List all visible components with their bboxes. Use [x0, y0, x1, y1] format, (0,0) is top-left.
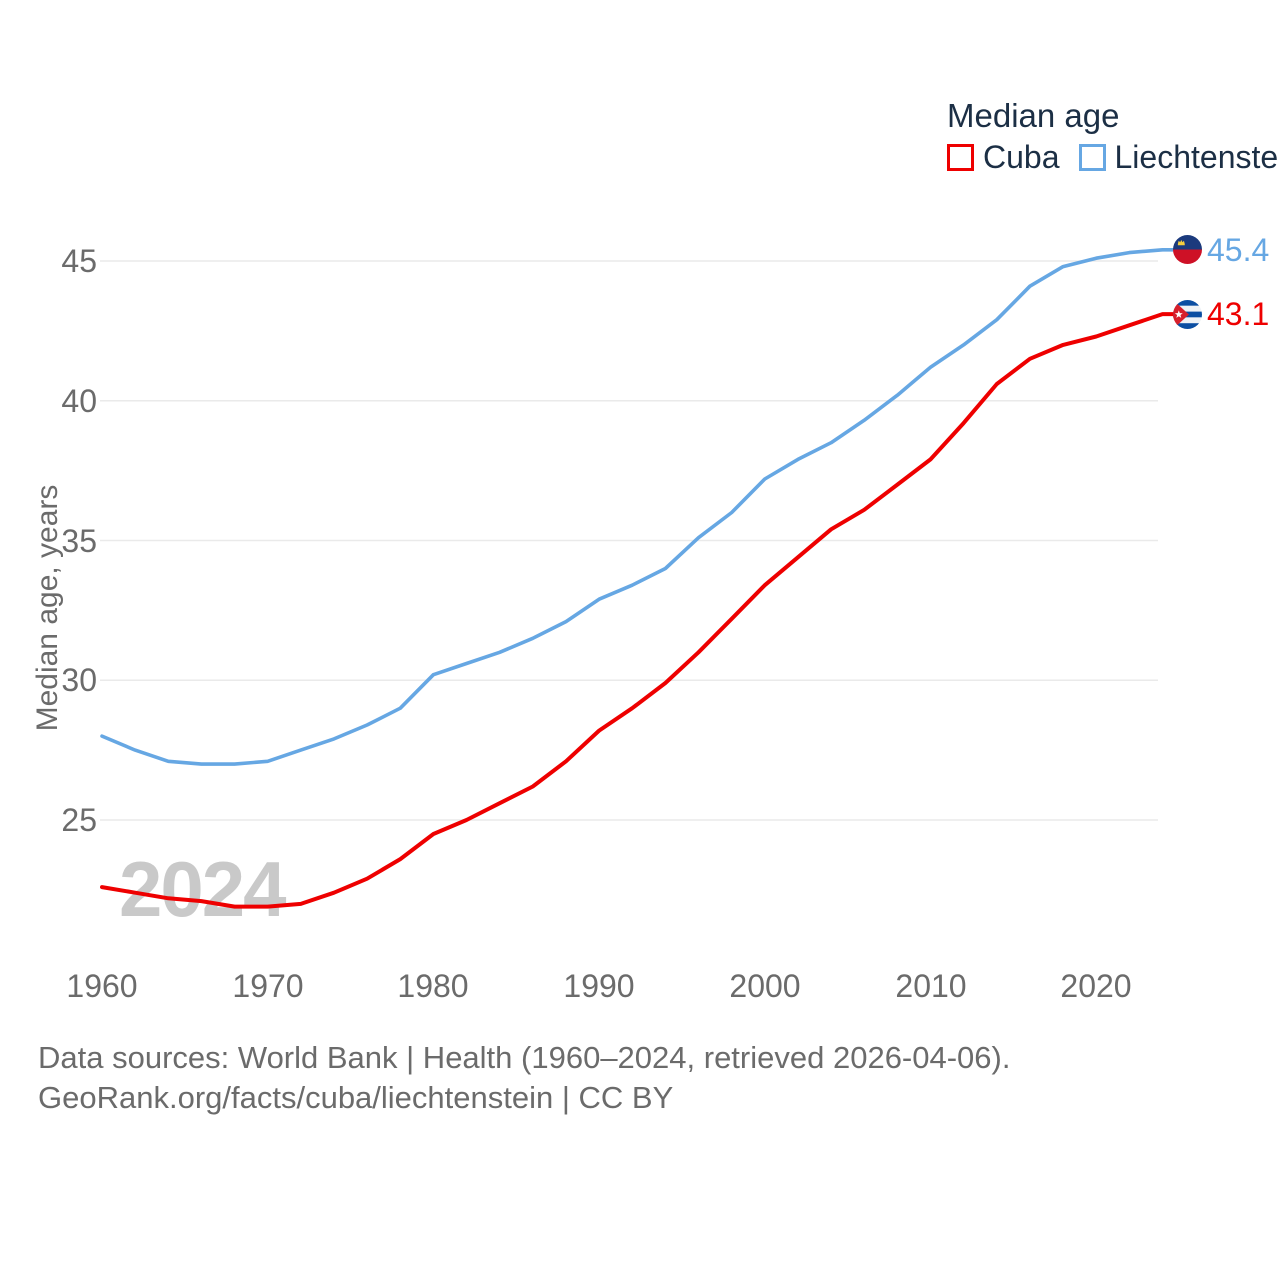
- x-tick-label: 1990: [563, 968, 635, 1004]
- y-tick-label: 25: [61, 802, 97, 838]
- footer-source-line: Data sources: World Bank | Health (1960–…: [38, 1040, 1011, 1075]
- liechtenstein-flag-icon: [1173, 235, 1202, 264]
- liechtenstein-line: [100, 248, 1182, 766]
- cuba-line: [100, 312, 1182, 909]
- cuba-flag-icon: [1173, 300, 1202, 329]
- value-label-cuba: 43.1: [1207, 296, 1270, 332]
- legend-label-liechtenstein[interactable]: Liechtenstein: [1114, 139, 1280, 175]
- legend-swatch-liechtenstein[interactable]: [1078, 143, 1106, 171]
- x-tick-label: 2000: [729, 968, 801, 1004]
- value-label-liechtenstein: 45.4: [1207, 232, 1270, 268]
- legend-swatch-cuba[interactable]: [947, 143, 974, 171]
- y-tick-label: 45: [61, 243, 97, 279]
- footer-attribution-line: GeoRank.org/facts/cuba/liechtenstein | C…: [38, 1080, 674, 1115]
- legend-title: Median age: [947, 97, 1120, 134]
- watermark-year: 2024: [119, 845, 287, 933]
- x-tick-label: 2020: [1060, 968, 1132, 1004]
- x-tick-label: 1960: [66, 968, 138, 1004]
- y-tick-label: 40: [61, 383, 97, 419]
- legend-label-cuba[interactable]: Cuba: [983, 139, 1060, 175]
- footer: Data sources: World Bank | Health (1960–…: [38, 1038, 1010, 1118]
- y-tick-label: 30: [61, 662, 97, 698]
- x-tick-label: 2010: [895, 968, 967, 1004]
- y-tick-label: 35: [61, 523, 97, 559]
- legend: Cuba Liechtenstein: [947, 139, 1280, 175]
- x-tick-label: 1980: [397, 968, 469, 1004]
- x-tick-label: 1970: [232, 968, 304, 1004]
